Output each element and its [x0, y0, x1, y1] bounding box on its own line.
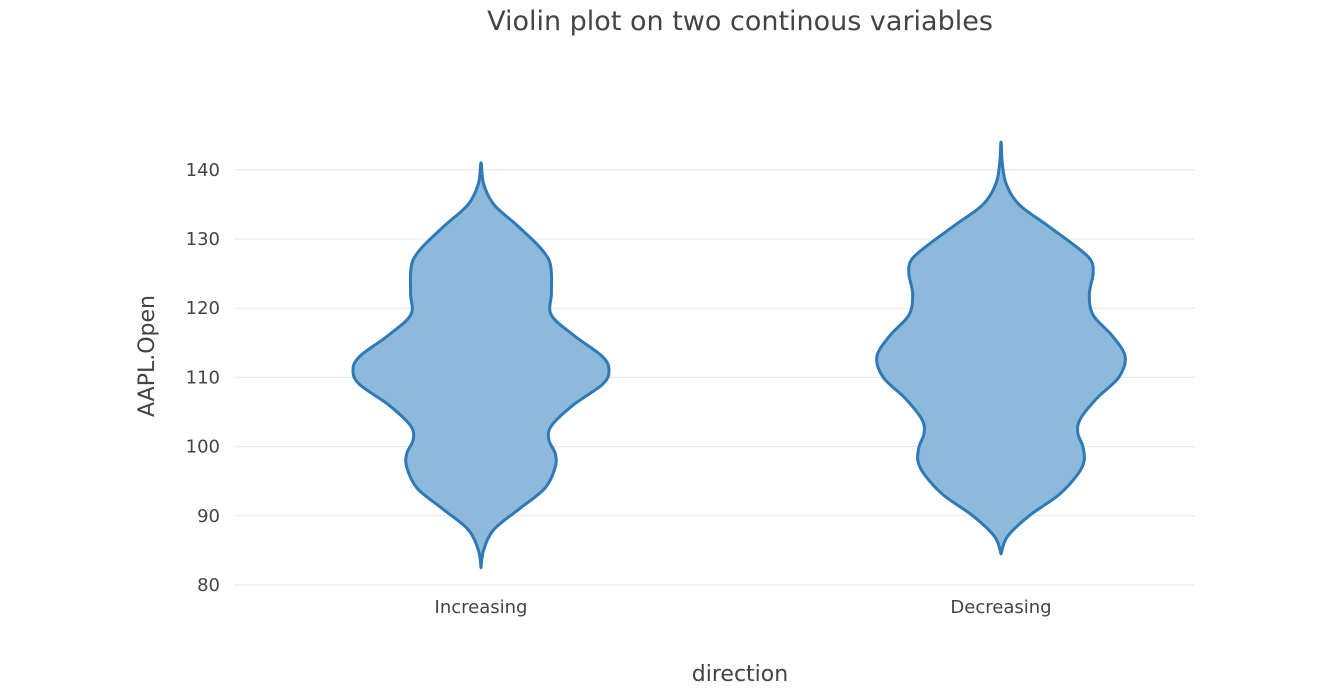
y-tick-label: 130	[186, 229, 220, 250]
y-tick-label: 120	[186, 298, 220, 319]
chart-title: Violin plot on two continous variables	[487, 6, 993, 37]
y-tick-label: 100	[186, 437, 220, 458]
violins	[351, 140, 1127, 570]
y-axis-title: AAPL.Open	[135, 295, 160, 417]
x-axis-title: direction	[692, 662, 788, 687]
y-tick-label: 80	[197, 575, 220, 596]
x-tick-label-decreasing: Decreasing	[950, 597, 1051, 618]
y-tick-label: 140	[186, 160, 220, 181]
violin-increasing	[351, 161, 611, 570]
y-tick-label: 90	[197, 506, 220, 527]
x-tick-label-increasing: Increasing	[435, 597, 528, 618]
y-tick-label: 110	[186, 367, 220, 388]
violin-decreasing	[875, 140, 1127, 556]
y-axis-ticks: 80 90 100 110 120 130 140	[186, 160, 220, 596]
x-axis-ticks: Increasing Decreasing	[435, 597, 1052, 618]
